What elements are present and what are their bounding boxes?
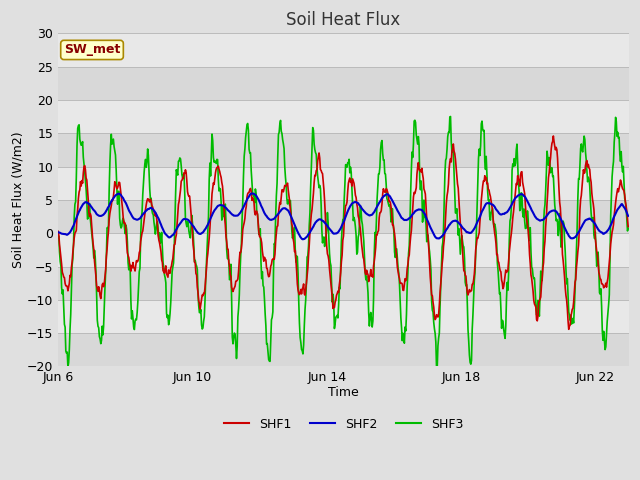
Legend: SHF1, SHF2, SHF3: SHF1, SHF2, SHF3: [219, 413, 468, 436]
Bar: [58, 167, 629, 200]
SHF3: [170, 260, 177, 266]
SHF3: [349, 218, 357, 224]
SHF2: [625, 213, 632, 219]
SHF1: [565, 326, 573, 332]
SHF1: [119, 215, 127, 220]
SHF3: [492, 224, 499, 229]
Bar: [58, 67, 629, 100]
Line: SHF2: SHF2: [58, 193, 628, 240]
X-axis label: Time: Time: [328, 386, 359, 399]
SHF1: [54, 228, 62, 234]
SHF3: [625, 225, 632, 231]
Line: SHF1: SHF1: [58, 136, 628, 329]
Bar: [58, 233, 629, 266]
Bar: [58, 333, 629, 367]
Bar: [58, 100, 629, 133]
SHF3: [433, 365, 440, 371]
SHF3: [119, 215, 127, 221]
SHF1: [490, 223, 498, 229]
SHF3: [54, 234, 62, 240]
SHF3: [397, 325, 405, 331]
SHF2: [131, 216, 139, 222]
SHF2: [119, 195, 127, 201]
SHF1: [550, 133, 557, 139]
SHF1: [349, 178, 357, 184]
Bar: [58, 34, 629, 67]
SHF3: [447, 114, 454, 120]
SHF1: [131, 268, 139, 274]
Bar: [58, 300, 629, 333]
Title: Soil Heat Flux: Soil Heat Flux: [286, 11, 401, 29]
SHF1: [625, 224, 632, 229]
Bar: [58, 200, 629, 233]
Bar: [58, 266, 629, 300]
SHF2: [54, 229, 62, 235]
Text: SW_met: SW_met: [64, 43, 120, 57]
SHF2: [492, 205, 499, 211]
SHF3: [131, 318, 139, 324]
SHF1: [397, 280, 405, 286]
SHF1: [170, 248, 177, 254]
SHF2: [299, 237, 307, 242]
SHF2: [170, 231, 177, 237]
Bar: [58, 133, 629, 167]
Line: SHF3: SHF3: [58, 117, 628, 368]
SHF2: [399, 216, 407, 222]
SHF2: [351, 199, 358, 205]
SHF2: [248, 191, 256, 196]
Y-axis label: Soil Heat Flux (W/m2): Soil Heat Flux (W/m2): [11, 132, 24, 268]
